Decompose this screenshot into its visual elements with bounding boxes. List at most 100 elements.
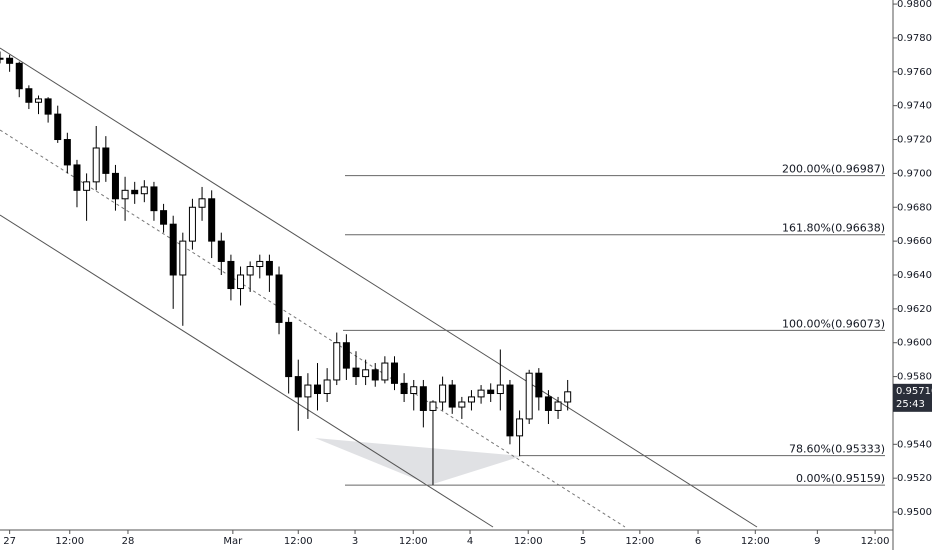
candle-body <box>237 274 245 290</box>
candle-body <box>535 372 543 398</box>
channel-upper <box>0 47 758 528</box>
x-tick-label: 12:00 <box>284 536 313 547</box>
last-price-label: 0.95710 <box>896 386 932 397</box>
channel-lower <box>0 214 494 528</box>
candle-body <box>160 210 168 225</box>
candle-body <box>275 274 283 323</box>
candle-body <box>34 98 42 103</box>
candle-body <box>477 389 485 398</box>
x-tick-label: 9 <box>814 536 820 547</box>
x-tick-label: 12:00 <box>741 536 770 547</box>
candle-body <box>506 384 514 437</box>
candle-body <box>15 62 23 90</box>
candle-body <box>285 321 293 378</box>
fib-label: 161.80%(0.96638) <box>782 222 885 235</box>
candle-body <box>342 342 350 369</box>
x-tick-label: 12:00 <box>861 536 890 547</box>
candle-body <box>188 206 196 242</box>
candle-body <box>554 401 562 411</box>
candle-body <box>121 189 129 200</box>
candle-body <box>467 396 475 403</box>
candle-body <box>352 367 360 378</box>
fib-label: 200.00%(0.96987) <box>782 163 885 176</box>
candle-body <box>0 57 4 60</box>
candle-body <box>25 88 33 103</box>
candle-body <box>217 240 225 262</box>
pattern-triangle <box>315 438 522 485</box>
candle-body <box>516 418 524 437</box>
candle-body <box>208 198 216 242</box>
candle-body <box>294 376 302 398</box>
candle-body <box>102 147 110 174</box>
candle-body <box>400 382 408 395</box>
candle-body <box>6 57 14 64</box>
candle-body <box>419 386 427 411</box>
fib-label: 100.00%(0.96073) <box>782 317 885 330</box>
candle-body <box>179 240 187 276</box>
candle-body <box>410 386 418 395</box>
candle-body <box>371 369 379 381</box>
x-tick-label: 4 <box>467 536 473 547</box>
candle-body <box>304 384 312 398</box>
candle-body <box>92 147 100 183</box>
candle-body <box>54 113 62 141</box>
x-tick-label: 12:00 <box>55 536 84 547</box>
x-tick-label: 6 <box>695 536 701 547</box>
candle-body <box>362 369 370 378</box>
x-tick-label: 27 <box>3 536 16 547</box>
candle-body <box>256 260 264 268</box>
candle-body <box>458 401 466 408</box>
candle-body <box>429 401 437 411</box>
candle-body <box>227 260 235 290</box>
candle-body <box>496 384 504 395</box>
candle-body <box>198 198 206 208</box>
y-tick-label: 0.95000 <box>897 507 932 518</box>
candle-body <box>439 384 447 403</box>
candle-body <box>73 164 81 191</box>
candle-body <box>564 391 572 403</box>
candle-body <box>169 223 177 276</box>
x-tick-label: 28 <box>122 536 135 547</box>
candle-body <box>314 384 322 395</box>
candle-body <box>44 98 52 115</box>
candle-body <box>333 342 341 381</box>
candle-body <box>111 172 119 200</box>
candle-body <box>390 362 398 384</box>
x-tick-label: 12:00 <box>625 536 654 547</box>
candle-body <box>140 186 148 195</box>
candle-body <box>83 181 91 191</box>
candle-body <box>63 139 71 166</box>
candle-body <box>544 396 552 411</box>
candle-body <box>150 186 158 212</box>
x-tick-label: Mar <box>223 536 243 547</box>
x-tick-label: 5 <box>580 536 586 547</box>
x-tick-label: 3 <box>352 536 358 547</box>
fib-label: 78.60%(0.95333) <box>789 443 885 456</box>
candle-body <box>265 260 273 276</box>
x-tick-label: 12:00 <box>399 536 428 547</box>
candle-body <box>246 266 254 276</box>
candle-body <box>487 389 495 395</box>
candle-body <box>323 379 331 395</box>
countdown-label: 25:43 <box>896 399 925 410</box>
candle-body <box>381 362 389 381</box>
x-tick-label: 12:00 <box>514 536 543 547</box>
fib-label: 0.00%(0.95159) <box>796 472 885 485</box>
candle-body <box>448 384 456 408</box>
last-price-box <box>893 383 932 412</box>
candle-body <box>525 372 533 420</box>
